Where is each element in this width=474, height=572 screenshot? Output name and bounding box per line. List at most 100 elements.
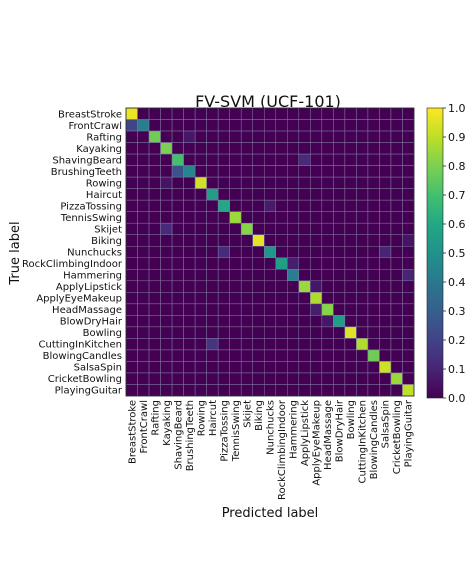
heatmap-cell [390, 188, 403, 201]
heatmap-cell [321, 165, 334, 178]
heatmap-cell [263, 119, 277, 132]
heatmap-cell [229, 119, 242, 132]
y-tick-label: Kayaking [76, 144, 122, 155]
heatmap-cell [148, 165, 161, 178]
heatmap-cell [263, 349, 277, 362]
heatmap-cell [206, 257, 219, 270]
heatmap-cell [263, 245, 277, 259]
heatmap-cell [367, 211, 380, 224]
heatmap-cell [240, 372, 253, 385]
heatmap-cell [229, 153, 242, 166]
heatmap-cell [333, 349, 346, 362]
heatmap-cell [321, 222, 334, 235]
heatmap-cell [298, 165, 311, 178]
heatmap-cell [287, 234, 300, 247]
heatmap-cell [148, 153, 161, 166]
heatmap-cell [263, 222, 277, 235]
heatmap-cell [183, 257, 196, 270]
heatmap-cell [125, 211, 138, 224]
y-tick-label: PlayingGuitar [55, 386, 123, 397]
heatmap-cell [367, 153, 380, 166]
heatmap-cell [344, 361, 357, 374]
heatmap-cell [240, 165, 253, 178]
heatmap-cell [183, 269, 196, 282]
heatmap-cell [194, 130, 207, 143]
heatmap-cell [183, 384, 196, 397]
heatmap-cell [160, 315, 173, 328]
heatmap-cell [390, 372, 403, 385]
x-axis-label: Predicted label [222, 506, 319, 521]
heatmap-cell [379, 338, 392, 351]
heatmap-cell [229, 165, 242, 178]
heatmap-cell [148, 257, 161, 270]
heatmap-cell [344, 349, 357, 362]
heatmap-cell [275, 338, 288, 351]
heatmap-cell [402, 176, 415, 189]
heatmap-cell [344, 245, 357, 259]
heatmap-cell [194, 349, 207, 362]
heatmap-cell [137, 119, 150, 132]
heatmap-cell [333, 372, 346, 385]
heatmap-cell [344, 142, 357, 155]
heatmap-cell [275, 384, 288, 397]
heatmap-cell [356, 257, 369, 270]
y-tick-label: SalsaSpin [74, 363, 122, 374]
x-tick-label: TennisSwing [231, 400, 242, 462]
heatmap-cell [390, 234, 403, 247]
heatmap-cell [344, 384, 357, 397]
x-tick-label: BlowingCandles [369, 400, 380, 479]
heatmap-cell [183, 222, 196, 235]
heatmap-cell [206, 384, 219, 397]
heatmap-cell [206, 130, 219, 143]
heatmap-cell [402, 142, 415, 155]
heatmap-cell [321, 280, 334, 293]
heatmap-cell [263, 361, 277, 374]
y-tick-label: Bowling [83, 328, 122, 339]
heatmap-cell [194, 315, 207, 328]
heatmap-cell [321, 107, 334, 120]
heatmap-cell [310, 326, 323, 339]
heatmap-cell [137, 326, 150, 339]
heatmap-cell [333, 199, 346, 212]
heatmap-cell [160, 292, 173, 305]
heatmap-cell [287, 269, 300, 282]
heatmap-cell [287, 372, 300, 385]
heatmap-cell [379, 303, 392, 316]
heatmap-cell [367, 315, 380, 328]
heatmap-cell [240, 142, 253, 155]
heatmap-cell [137, 315, 150, 328]
heatmap-cell [171, 188, 184, 201]
heatmap-cell [333, 176, 346, 189]
heatmap-cell [252, 165, 265, 178]
heatmap-cell [367, 199, 380, 212]
heatmap-cell [240, 211, 253, 224]
heatmap-cell [379, 107, 392, 120]
heatmap-cell [137, 303, 150, 316]
heatmap-cell [125, 361, 138, 374]
heatmap-cell [356, 338, 369, 351]
colorbar-tick-label: 0.2 [448, 334, 466, 347]
x-tick-label: PizzaTossing [219, 400, 230, 462]
heatmap-cell [263, 269, 277, 282]
heatmap-cell [240, 107, 253, 120]
colorbar-tick-label: 0.8 [448, 160, 466, 173]
heatmap-cell [125, 338, 138, 351]
heatmap-cell [125, 165, 138, 178]
heatmap-cell [287, 361, 300, 374]
heatmap-cell [252, 199, 265, 212]
heatmap-cell [252, 349, 265, 362]
heatmap-cell [275, 142, 288, 155]
heatmap-cell [263, 326, 277, 339]
y-tick-label: ShavingBeard [52, 155, 122, 166]
heatmap-cell [240, 199, 253, 212]
heatmap-cell [137, 384, 150, 397]
heatmap-cell [402, 257, 415, 270]
heatmap-cell [390, 142, 403, 155]
y-tick-label: Nunchucks [67, 248, 122, 259]
heatmap-cell [275, 292, 288, 305]
heatmap-cell [310, 280, 323, 293]
heatmap-cell [321, 199, 334, 212]
colorbar-tick-label: 0.4 [448, 276, 466, 289]
y-tick-label: BlowingCandles [43, 351, 122, 362]
heatmap-cell [310, 303, 323, 316]
